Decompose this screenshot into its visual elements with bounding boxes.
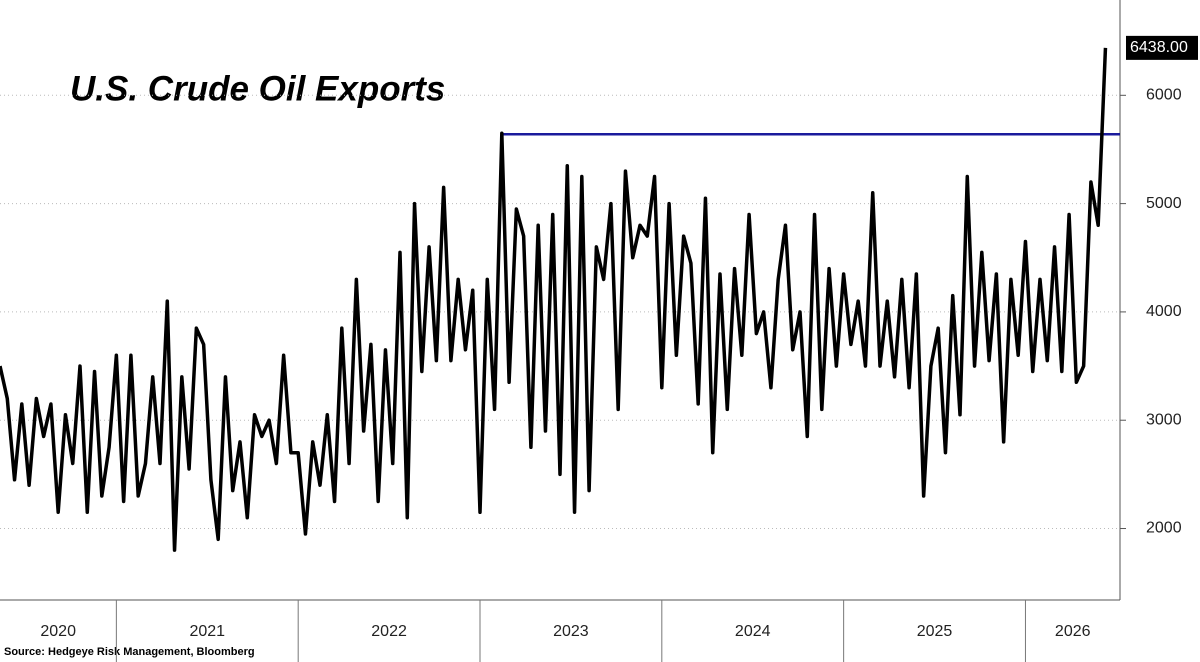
- x-tick-label: 2023: [553, 623, 589, 640]
- x-tick-label: 2026: [1055, 623, 1091, 640]
- y-tick-label: 6000: [1146, 87, 1182, 104]
- source: Source: Hedgeye Risk Management, Bloombe…: [4, 646, 255, 658]
- y-tick-label: 2000: [1146, 520, 1182, 537]
- line: [0, 47, 1108, 552]
- chart-title: U.S. Crude Oil Exports: [70, 69, 445, 108]
- x-tick-label: 2021: [189, 623, 225, 640]
- y-tick-label: 3000: [1146, 411, 1182, 428]
- value-label: 6438.00: [1130, 39, 1188, 56]
- value-label-box: [1126, 35, 1198, 60]
- y-tick-label: 4000: [1146, 303, 1182, 320]
- x-tick-label: 2025: [917, 623, 953, 640]
- x-tick-label: 2020: [40, 623, 76, 640]
- x-tick-label: 2024: [735, 623, 771, 640]
- x-tick-label: 2022: [371, 623, 407, 640]
- y-tick-label: 5000: [1146, 195, 1182, 212]
